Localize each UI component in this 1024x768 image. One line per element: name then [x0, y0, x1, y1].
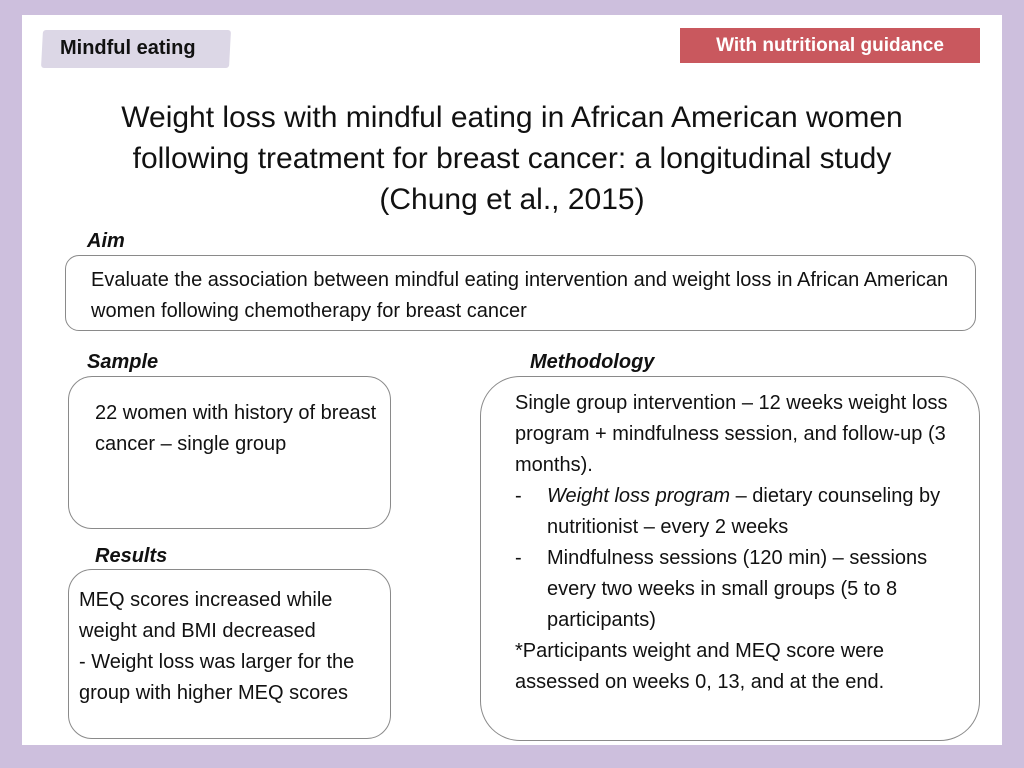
title-line-2: following treatment for breast cancer: a… — [132, 142, 892, 175]
results-line-1: MEQ scores increased while weight and BM… — [79, 589, 333, 642]
sample-box: 22 women with history of breast cancer –… — [68, 376, 391, 529]
methodology-label: Methodology — [530, 351, 655, 373]
slide: Mindful eating With nutritional guidance… — [22, 15, 1002, 745]
sample-text: 22 women with history of breast cancer –… — [95, 402, 377, 455]
slide-title: Weight loss with mindful eating in Afric… — [62, 97, 962, 220]
bullet-term: Weight loss program — [547, 485, 731, 507]
bullet-desc: – dietary counseling by nutritionist – e… — [547, 485, 941, 538]
title-citation: (Chung et al., 2015) — [379, 183, 645, 216]
bullet-text: Weight loss program – dietary counseling… — [547, 481, 965, 543]
methodology-bullet: - Mindfulness sessions (120 min) – sessi… — [515, 543, 965, 636]
aim-label: Aim — [87, 230, 125, 252]
results-label: Results — [95, 545, 168, 567]
bullet-dash: - — [515, 485, 522, 507]
aim-text: Evaluate the association between mindful… — [91, 269, 949, 322]
category-tag: With nutritional guidance — [680, 28, 980, 63]
bullet-dash: - — [515, 547, 522, 569]
topic-tag: Mindful eating — [60, 37, 196, 59]
methodology-note: *Participants weight and MEQ score were … — [515, 640, 885, 693]
results-box: MEQ scores increased while weight and BM… — [68, 569, 391, 739]
title-line-1: Weight loss with mindful eating in Afric… — [121, 101, 903, 134]
methodology-box: Single group intervention – 12 weeks wei… — [480, 376, 980, 741]
methodology-intro: Single group intervention – 12 weeks wei… — [515, 392, 948, 476]
bullet-desc: Mindfulness sessions (120 min) – session… — [547, 547, 928, 631]
aim-box: Evaluate the association between mindful… — [65, 255, 976, 331]
results-line-2: - Weight loss was larger for the group w… — [79, 651, 355, 704]
methodology-bullet: - Weight loss program – dietary counseli… — [515, 481, 965, 543]
sample-label: Sample — [87, 351, 159, 373]
